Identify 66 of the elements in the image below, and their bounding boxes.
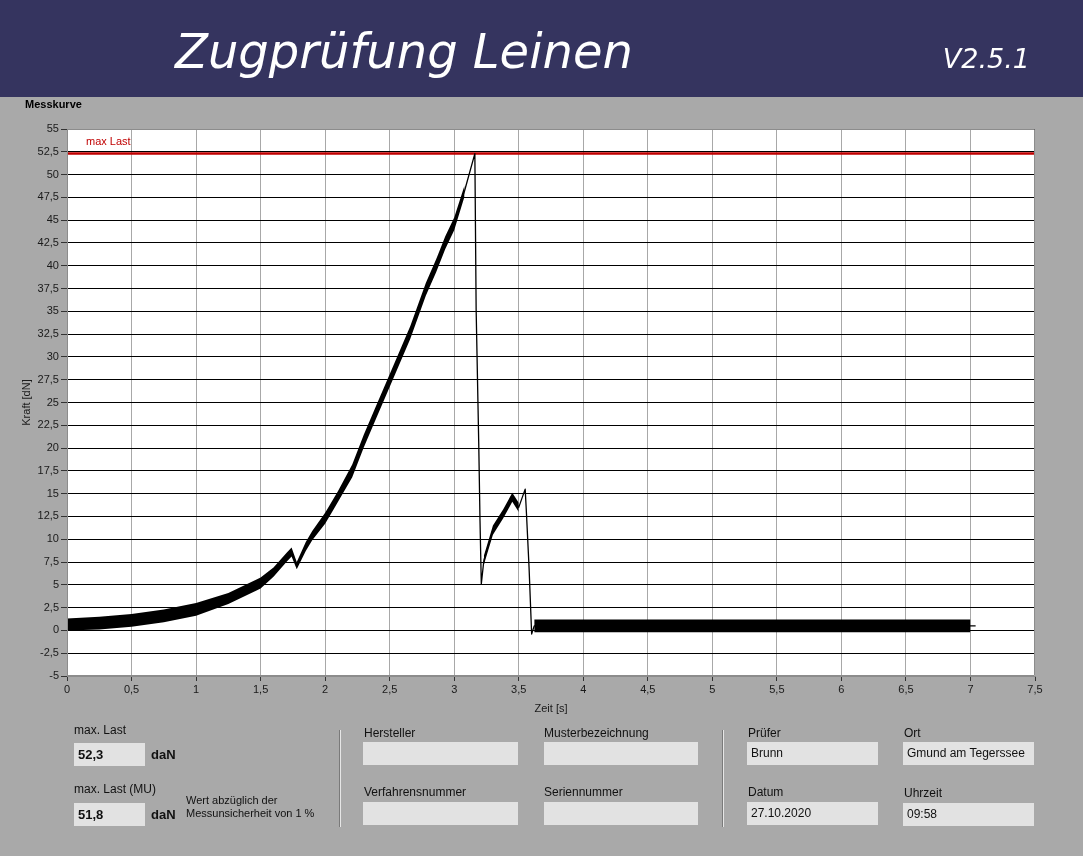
y-tick-label: 37,5 xyxy=(37,281,59,294)
text: Hersteller xyxy=(364,726,416,740)
y-tick-label: 5 xyxy=(52,577,59,590)
x-tick-label: 0 xyxy=(63,682,71,695)
y-tick-label: 25 xyxy=(46,395,59,408)
text: Uhrzeit xyxy=(904,786,943,800)
y-tick-label: 50 xyxy=(46,167,59,180)
y-axis-title: Kraft [dN] xyxy=(19,379,32,426)
x-tick-label: 1,5 xyxy=(252,682,269,695)
y-tick-label: 10 xyxy=(46,532,59,545)
y-tick-label: -5 xyxy=(49,669,59,682)
x-tick-label: 4,5 xyxy=(640,682,656,695)
text-field: Gmund am Tegerssee xyxy=(903,742,1034,765)
text: Verfahrensnummer xyxy=(364,785,467,799)
x-tick-label: 4 xyxy=(580,682,587,695)
x-tick-label: 6 xyxy=(838,682,845,695)
y-tick-label: 22,5 xyxy=(37,418,59,431)
x-tick-label: 3 xyxy=(451,682,458,695)
text-field: Brunn xyxy=(747,742,878,765)
y-tick-label: 20 xyxy=(46,441,59,454)
text: Musterbezeichnung xyxy=(544,726,649,740)
y-tick-label: 47,5 xyxy=(37,190,59,203)
y-tick-label: 27,5 xyxy=(37,372,59,385)
x-tick-label: 7 xyxy=(967,682,974,695)
y-tick-label: 7,5 xyxy=(43,555,59,568)
x-tick-label: 5,5 xyxy=(769,682,785,695)
y-tick-label: 15 xyxy=(46,486,59,499)
x-tick-label: 2 xyxy=(322,682,329,695)
text-field: 09:58 xyxy=(903,803,1034,826)
y-tick-label: 32,5 xyxy=(37,327,59,340)
text: max. Last (MU) xyxy=(74,782,157,796)
x-tick-label: 0,5 xyxy=(123,682,140,695)
text: daN xyxy=(151,747,176,762)
x-axis-title: Zeit [s] xyxy=(534,702,568,715)
y-tick-label: -2,5 xyxy=(40,646,59,659)
x-tick-label: 2,5 xyxy=(382,682,398,695)
y-tick-label: 40 xyxy=(46,258,59,271)
x-tick-label: 1 xyxy=(193,682,200,695)
chart-title: Zugprüfung Leinen xyxy=(175,23,633,79)
text: Seriennummer xyxy=(544,785,623,799)
x-tick-label: 3,5 xyxy=(511,682,527,695)
text: Datum xyxy=(748,785,784,799)
text: Ort xyxy=(904,726,921,740)
y-tick-label: 52,5 xyxy=(37,144,59,157)
text: V2.5.1 xyxy=(942,43,1030,74)
x-tick-label: 7,5 xyxy=(1027,682,1043,695)
y-tick-label: 42,5 xyxy=(37,235,59,248)
x-tick-label: 5 xyxy=(709,682,716,695)
x-tick-label: 6,5 xyxy=(898,682,914,695)
y-tick-label: 30 xyxy=(46,349,59,362)
y-tick-label: 45 xyxy=(46,213,59,226)
y-tick-label: 35 xyxy=(46,304,59,317)
ref-line-label: max Last xyxy=(86,134,131,147)
y-tick-label: 2,5 xyxy=(43,600,59,613)
text-field: 52,3 xyxy=(74,743,145,766)
text: Wert abzüglich der Messunsicherheit von 1 % xyxy=(186,794,316,820)
text-field: 27.10.2020 xyxy=(747,802,878,825)
text: Prüfer xyxy=(748,726,781,740)
chart-subtitle: Messkurve xyxy=(25,97,82,111)
y-tick-label: 55 xyxy=(46,122,59,135)
y-tick-label: 0 xyxy=(52,623,59,636)
y-tick-label: 12,5 xyxy=(37,509,59,522)
text-field: 51,8 xyxy=(74,803,145,826)
y-tick-label: 17,5 xyxy=(37,463,59,476)
text: max. Last xyxy=(74,723,127,737)
text: daN xyxy=(151,807,176,822)
